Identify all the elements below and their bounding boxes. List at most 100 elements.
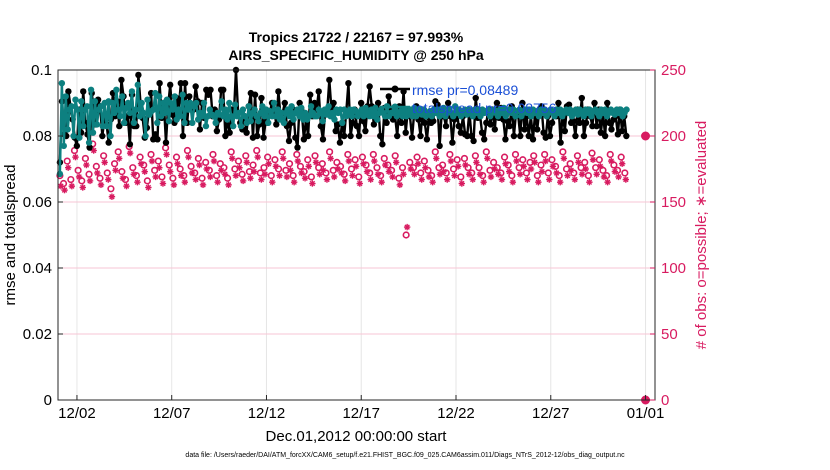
obs-possible-marker xyxy=(559,148,567,156)
obs-evaluated-marker xyxy=(571,176,578,183)
rmse-point xyxy=(377,132,384,140)
totalspread-point xyxy=(241,113,249,120)
rmse-point xyxy=(576,119,583,127)
rmse-point xyxy=(408,134,416,141)
totalspread-point xyxy=(372,104,379,112)
obs-evaluated-marker xyxy=(163,151,170,158)
obs-evaluated-marker xyxy=(524,176,531,183)
rmse-point xyxy=(353,122,361,130)
obs-possible-marker xyxy=(202,158,210,166)
obs-evaluated-marker xyxy=(228,155,236,162)
obs-possible-marker xyxy=(253,146,261,155)
rmse-point xyxy=(546,132,554,140)
rmse-point xyxy=(362,127,369,135)
rmse-point xyxy=(99,132,106,140)
obs-evaluated-marker xyxy=(473,159,480,166)
obs-possible-marker xyxy=(500,153,509,161)
rmse-point xyxy=(449,139,456,146)
obs-evaluated-marker xyxy=(247,175,254,182)
totalspread-point xyxy=(247,117,254,125)
totalspread-point xyxy=(290,116,297,123)
rmse-point xyxy=(623,132,630,140)
totalspread-point xyxy=(270,99,278,107)
rmse-point xyxy=(510,132,518,140)
totalspread-point xyxy=(500,104,508,112)
obs-evaluated-marker xyxy=(338,169,345,177)
rmse-point xyxy=(383,119,390,127)
legend-totalspread: totalspread pr=0.08756 xyxy=(412,100,557,116)
obs-evaluated-marker xyxy=(393,159,400,166)
rmse-point xyxy=(468,132,475,140)
totalspread-point xyxy=(331,116,338,123)
obs-evaluated-marker xyxy=(374,171,382,178)
obs-possible-marker xyxy=(420,157,428,165)
obs-evaluated-marker xyxy=(487,173,495,181)
totalspread-point xyxy=(280,119,288,127)
obs-evaluated-marker xyxy=(604,179,611,186)
obs-possible-marker xyxy=(391,152,399,160)
rmse-point xyxy=(154,136,161,143)
rmse-point xyxy=(118,76,125,84)
obs-possible-marker xyxy=(508,172,516,180)
rmse-point xyxy=(423,136,431,143)
obs-evaluated-marker xyxy=(458,180,466,187)
obs-possible-marker xyxy=(417,169,425,177)
obs-possible-marker xyxy=(172,153,181,161)
obs-evaluated-marker xyxy=(177,172,185,179)
obs-evaluated-marker xyxy=(484,155,491,162)
obs-possible-marker xyxy=(358,153,367,161)
y-axis-label-left: rmse and totalspread xyxy=(2,165,19,306)
axes-frame xyxy=(57,69,656,401)
obs-evaluated-marker xyxy=(586,179,593,186)
totalspread-point xyxy=(228,113,235,120)
series-layer xyxy=(56,66,630,178)
obs-possible-marker xyxy=(406,158,414,166)
y-tick-label-right: 200 xyxy=(661,128,686,145)
obs-evaluated-marker xyxy=(250,168,258,175)
obs-evaluated-marker xyxy=(436,171,444,178)
obs-evaluated-marker xyxy=(433,155,440,162)
obs-evaluated-marker xyxy=(382,161,389,169)
rmse-point xyxy=(601,132,609,140)
totalspread-point xyxy=(229,122,237,130)
obs-possible-marker xyxy=(541,150,549,159)
y-tick-label-right: 250 xyxy=(661,62,686,79)
rmse-point xyxy=(336,139,344,146)
obs-possible-marker xyxy=(413,153,421,161)
obs-evaluated-marker xyxy=(407,165,414,173)
obs-evaluated-marker xyxy=(600,173,608,181)
obs-evaluated-marker xyxy=(254,153,261,161)
totalspread-point xyxy=(202,122,210,130)
y-axis-label-right: # of obs: o=possible; ∗=evaluated xyxy=(693,121,710,350)
obs-evaluated-marker xyxy=(152,173,159,181)
obs-possible-marker xyxy=(537,161,545,169)
obs-evaluated-marker xyxy=(61,186,68,194)
rmse-point xyxy=(470,137,477,145)
totalspread-point xyxy=(150,106,157,113)
y-tick-label-right: 150 xyxy=(661,194,686,211)
totalspread-point xyxy=(117,113,124,120)
y-tick-label-left: 0.1 xyxy=(31,62,52,79)
obs-possible-marker xyxy=(431,148,439,156)
rmse-point xyxy=(116,122,123,130)
obs-evaluated-marker xyxy=(618,160,626,167)
rmse-point xyxy=(207,86,214,94)
obs-possible-marker xyxy=(307,173,315,181)
totalspread-point xyxy=(156,93,163,100)
totalspread-point xyxy=(261,113,268,120)
obs-possible-marker xyxy=(475,164,483,172)
obs-possible-marker xyxy=(176,165,184,173)
rmse-point xyxy=(472,94,479,102)
obs-evaluated-marker xyxy=(414,160,422,167)
obs-possible-marker xyxy=(216,160,224,168)
obs-evaluated-marker xyxy=(535,179,542,186)
rmse-point xyxy=(196,126,204,133)
obs-possible-marker xyxy=(610,161,618,169)
obs-evaluated-marker xyxy=(465,171,473,178)
totalspread-point xyxy=(72,96,79,103)
obs-possible-marker xyxy=(242,152,250,160)
y-ticks-left: 0 0.02 0.04 0.06 0.08 0.1 xyxy=(23,62,63,409)
totalspread-point xyxy=(298,104,305,112)
obs-evaluated-marker xyxy=(283,173,291,181)
obs-evaluated-marker xyxy=(239,177,247,185)
